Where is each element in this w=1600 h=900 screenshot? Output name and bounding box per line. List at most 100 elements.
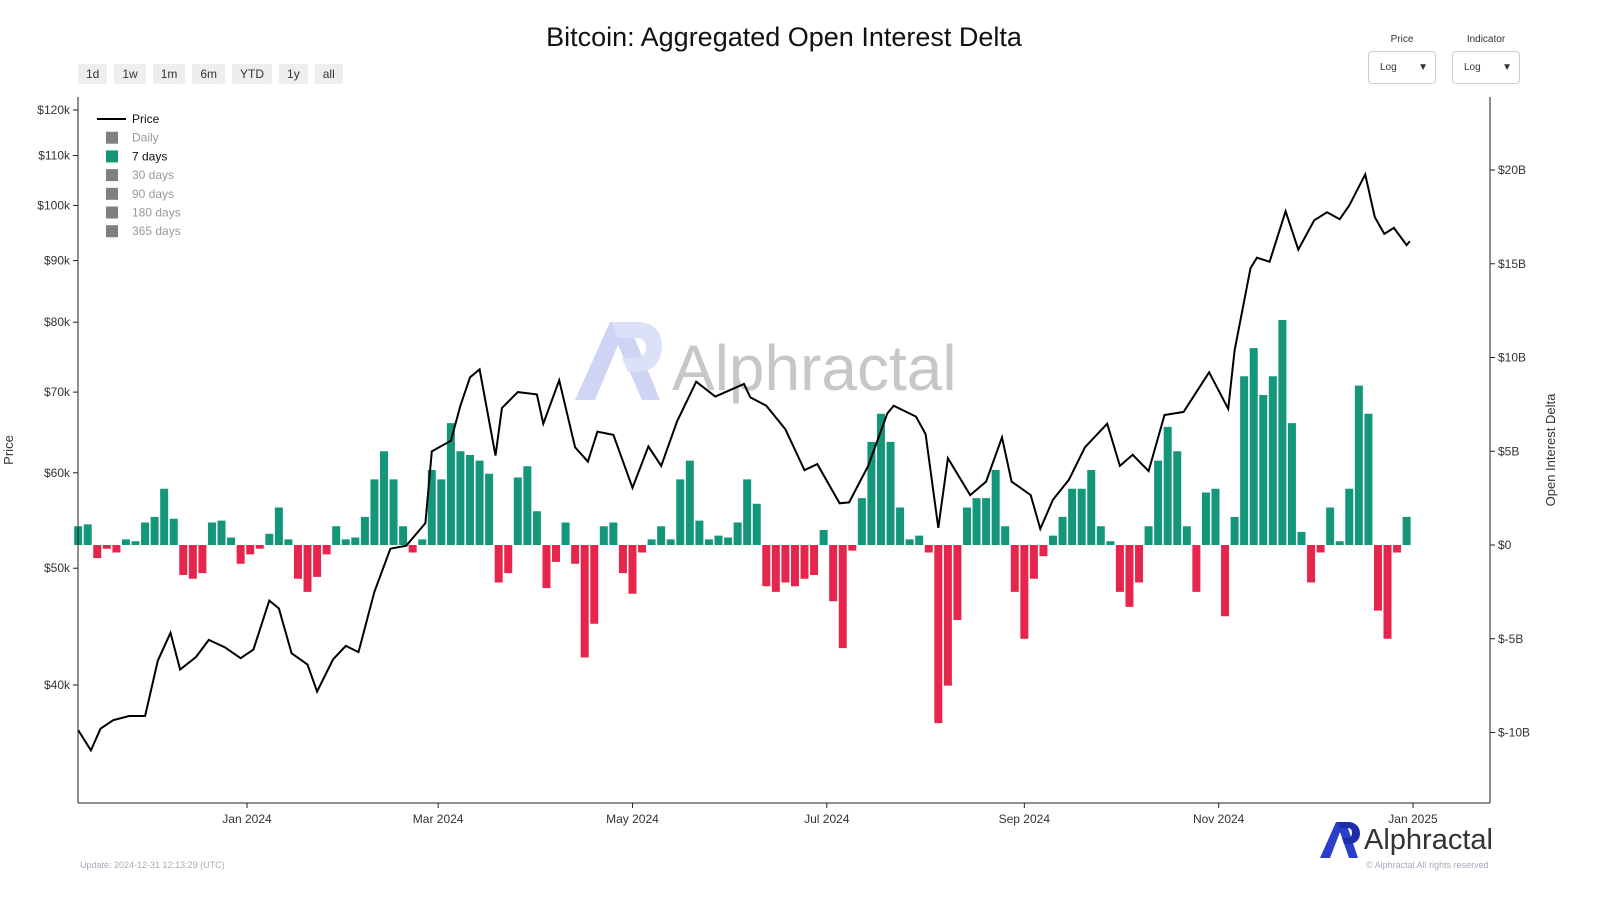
delta-bar [437, 479, 446, 545]
delta-bar [829, 545, 838, 602]
watermark-logo-icon [575, 322, 660, 400]
delta-bar [418, 539, 427, 545]
copyright: © Alphractal All rights reserved [1366, 860, 1489, 870]
right-tick-label: $15B [1498, 257, 1526, 271]
alphractal-logo-icon [1320, 822, 1360, 858]
delta-bar [1373, 545, 1382, 611]
delta-bar [1221, 545, 1230, 617]
delta-bar [1402, 516, 1411, 545]
delta-bar [1068, 488, 1077, 545]
range-1y-button[interactable]: 1y [279, 64, 308, 84]
delta-bar [915, 535, 924, 545]
delta-bar [1010, 545, 1019, 592]
watermark-logo-shape [612, 322, 662, 372]
range-ytd-button[interactable]: YTD [232, 64, 273, 84]
brand-logo: Alphractal [1318, 820, 1493, 860]
range-1d-button[interactable]: 1d [78, 64, 108, 84]
chart-title: Bitcoin: Aggregated Open Interest Delta [546, 22, 1022, 52]
delta-bar [638, 545, 647, 553]
delta-bar [408, 545, 417, 553]
delta-bar [1259, 395, 1268, 545]
right-tick-label: $0 [1498, 538, 1512, 552]
delta-bar [1135, 545, 1144, 583]
delta-bar [379, 451, 388, 545]
delta-bar [150, 516, 159, 545]
delta-bar [1316, 545, 1325, 553]
delta-bar [1001, 526, 1010, 545]
x-tick-label: Sep 2024 [999, 812, 1051, 826]
delta-bar [265, 533, 274, 545]
legend-item[interactable]: 365 days [132, 224, 181, 238]
delta-bar [112, 545, 121, 553]
legend-swatch-icon [106, 131, 118, 144]
delta-bar [695, 520, 704, 545]
legend-item[interactable]: 180 days [132, 206, 181, 220]
delta-bar [131, 541, 140, 545]
x-tick-label: Jul 2024 [804, 812, 850, 826]
delta-bar [475, 460, 484, 545]
left-tick-label: $40k [44, 678, 71, 692]
delta-bar [1211, 488, 1220, 545]
delta-bar [389, 479, 398, 545]
delta-bar [207, 522, 216, 545]
delta-bar [1354, 385, 1363, 545]
delta-bar [188, 545, 197, 579]
delta-bar [1154, 460, 1163, 545]
delta-bar [1345, 488, 1354, 545]
range-6m-button[interactable]: 6m [192, 64, 226, 84]
range-1m-button[interactable]: 1m [152, 64, 186, 84]
watermark: Alphractal [575, 322, 957, 404]
legend-item[interactable]: 30 days [132, 168, 174, 182]
legend-item[interactable]: Price [132, 112, 160, 126]
delta-bar [293, 545, 302, 579]
delta-bar [1096, 526, 1105, 545]
delta-bar [141, 522, 150, 545]
range-1w-button[interactable]: 1w [114, 64, 146, 84]
delta-bar [532, 511, 541, 545]
delta-bar [982, 498, 991, 545]
delta-bar [1240, 376, 1249, 545]
price-scale-dropdown[interactable]: Log ▼ [1368, 51, 1436, 84]
delta-bar [1115, 545, 1124, 592]
delta-bar [1230, 516, 1239, 545]
delta-bar [685, 460, 694, 545]
brand-name: Alphractal [1364, 823, 1493, 856]
delta-bar [991, 470, 1000, 545]
delta-bar [1201, 492, 1210, 545]
delta-bar [322, 545, 331, 555]
delta-bar [542, 545, 551, 589]
delta-bar [427, 470, 436, 545]
right-tick-label: $20B [1498, 163, 1526, 177]
delta-bar [1077, 488, 1086, 545]
legend-item[interactable]: 7 days [132, 149, 167, 163]
delta-bar [867, 441, 876, 545]
delta-bar [446, 423, 455, 545]
left-tick-label: $100k [37, 198, 71, 212]
legend-item[interactable]: 90 days [132, 187, 174, 201]
delta-bar [1307, 545, 1316, 583]
range-all-button[interactable]: all [314, 64, 343, 84]
legend-item[interactable]: Daily [132, 131, 159, 145]
left-tick-label: $60k [44, 466, 71, 480]
delta-bar [360, 516, 369, 545]
delta-bar [93, 545, 102, 559]
delta-bar [590, 545, 599, 624]
left-tick-label: $90k [44, 254, 71, 268]
delta-bar [341, 539, 350, 545]
delta-bar [1173, 451, 1182, 545]
delta-bar [647, 539, 656, 545]
delta-bar [313, 545, 322, 577]
delta-bar [962, 507, 971, 545]
price-scale-label: Price [1390, 34, 1414, 45]
delta-bar [704, 539, 713, 545]
left-tick-label: $70k [44, 385, 71, 399]
delta-bars [74, 320, 1411, 724]
delta-bar [1383, 545, 1392, 639]
legend-swatch-icon [106, 225, 118, 238]
update-timestamp: Update: 2024-12-31 12:13:29 (UTC) [80, 860, 225, 870]
delta-bar [160, 488, 169, 545]
x-tick-label: Jan 2024 [222, 812, 272, 826]
delta-bar [609, 522, 618, 545]
indicator-scale-dropdown[interactable]: Log ▼ [1452, 51, 1520, 84]
